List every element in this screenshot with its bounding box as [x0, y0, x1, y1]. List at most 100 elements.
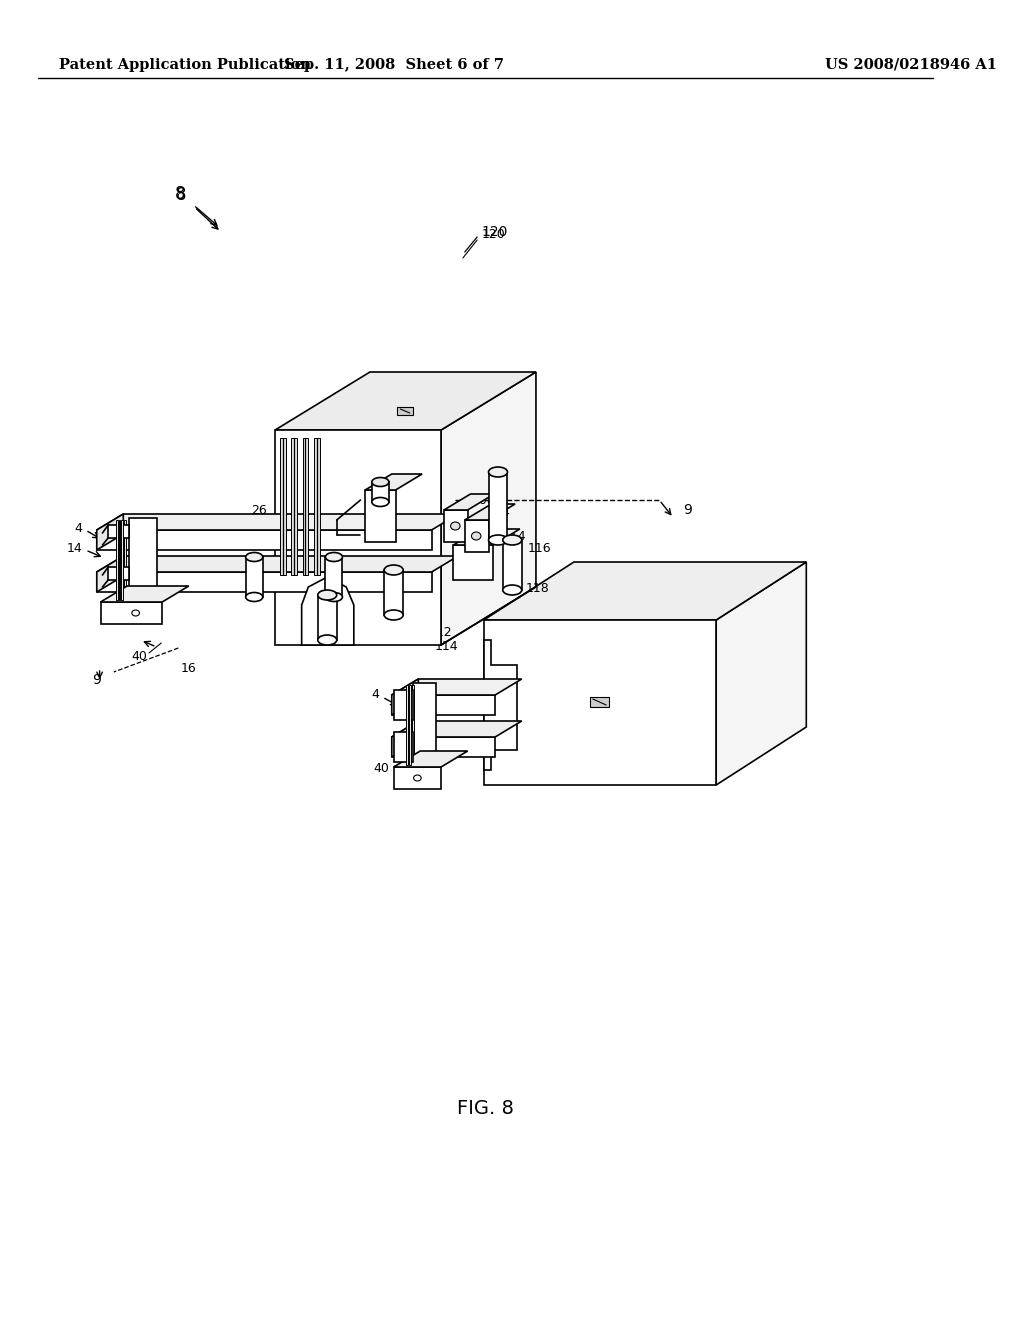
Polygon shape	[96, 513, 458, 531]
Text: 120: 120	[482, 227, 506, 240]
Text: 4: 4	[75, 521, 83, 535]
Polygon shape	[303, 438, 308, 576]
Text: 108: 108	[471, 495, 496, 507]
Text: 114: 114	[503, 531, 526, 544]
Text: 102: 102	[406, 466, 430, 479]
Polygon shape	[465, 504, 515, 520]
Ellipse shape	[471, 532, 481, 540]
Text: 40: 40	[373, 762, 389, 775]
Polygon shape	[716, 562, 806, 785]
Polygon shape	[413, 682, 436, 767]
Text: 118: 118	[525, 582, 549, 594]
Polygon shape	[119, 520, 121, 601]
Polygon shape	[291, 438, 297, 576]
Polygon shape	[124, 520, 126, 601]
Ellipse shape	[317, 635, 337, 645]
Polygon shape	[246, 557, 263, 597]
Polygon shape	[393, 767, 441, 789]
Polygon shape	[406, 685, 408, 766]
Polygon shape	[129, 517, 158, 602]
Text: 114: 114	[434, 640, 458, 653]
Text: 8: 8	[174, 185, 185, 203]
Polygon shape	[454, 545, 494, 579]
Polygon shape	[100, 586, 188, 602]
Polygon shape	[590, 697, 609, 708]
Ellipse shape	[372, 478, 389, 487]
Ellipse shape	[326, 553, 342, 561]
Text: 110: 110	[373, 462, 396, 475]
Polygon shape	[483, 640, 517, 770]
Ellipse shape	[488, 467, 508, 477]
Text: 100: 100	[380, 470, 403, 483]
Ellipse shape	[488, 535, 508, 545]
Text: 116: 116	[527, 541, 551, 554]
Text: 120: 120	[482, 224, 508, 239]
Text: 112: 112	[429, 626, 453, 639]
Polygon shape	[384, 570, 403, 615]
Ellipse shape	[503, 585, 521, 595]
Text: 26: 26	[321, 615, 336, 628]
Text: 26: 26	[251, 503, 267, 516]
Ellipse shape	[317, 590, 337, 601]
Polygon shape	[366, 474, 422, 490]
Polygon shape	[415, 685, 417, 766]
Polygon shape	[393, 690, 413, 719]
Ellipse shape	[384, 565, 403, 576]
Polygon shape	[96, 531, 431, 550]
Polygon shape	[392, 721, 521, 737]
Ellipse shape	[132, 610, 139, 616]
Polygon shape	[116, 520, 118, 601]
Polygon shape	[96, 572, 431, 591]
Ellipse shape	[503, 535, 521, 545]
Polygon shape	[280, 438, 286, 576]
Polygon shape	[392, 678, 419, 715]
Polygon shape	[326, 557, 342, 597]
Polygon shape	[109, 568, 129, 579]
Polygon shape	[96, 556, 123, 591]
Ellipse shape	[372, 498, 389, 507]
Polygon shape	[483, 562, 806, 620]
Polygon shape	[393, 751, 468, 767]
Polygon shape	[314, 438, 319, 576]
Text: 8: 8	[176, 186, 186, 205]
Ellipse shape	[326, 593, 342, 602]
Polygon shape	[372, 482, 389, 502]
Polygon shape	[317, 595, 337, 640]
Polygon shape	[96, 556, 458, 572]
Text: US 2008/0218946 A1: US 2008/0218946 A1	[825, 58, 997, 73]
Polygon shape	[275, 372, 536, 430]
Polygon shape	[392, 678, 521, 696]
Polygon shape	[441, 372, 536, 645]
Text: 14: 14	[67, 541, 83, 554]
Polygon shape	[392, 696, 496, 715]
Polygon shape	[275, 430, 441, 645]
Text: 110: 110	[321, 467, 344, 480]
Ellipse shape	[246, 593, 263, 602]
Text: 104: 104	[486, 507, 510, 520]
Polygon shape	[409, 685, 411, 766]
Polygon shape	[302, 577, 354, 645]
Polygon shape	[100, 602, 162, 624]
Polygon shape	[488, 473, 508, 540]
Polygon shape	[444, 510, 468, 543]
Polygon shape	[483, 620, 716, 785]
Ellipse shape	[414, 775, 421, 781]
Text: FIG. 8: FIG. 8	[458, 1098, 514, 1118]
Text: 16: 16	[180, 661, 196, 675]
Text: 9: 9	[92, 673, 101, 686]
Polygon shape	[454, 529, 520, 545]
Polygon shape	[465, 520, 488, 552]
Text: 120: 120	[621, 626, 644, 639]
Polygon shape	[503, 540, 521, 590]
Text: 112: 112	[485, 519, 509, 532]
Text: 40: 40	[131, 649, 147, 663]
Text: Patent Application Publication: Patent Application Publication	[58, 58, 311, 73]
Polygon shape	[122, 520, 123, 601]
Polygon shape	[109, 525, 129, 539]
Polygon shape	[96, 513, 123, 550]
Ellipse shape	[384, 610, 403, 620]
Ellipse shape	[451, 521, 460, 531]
Polygon shape	[397, 407, 413, 414]
Polygon shape	[444, 494, 495, 510]
Polygon shape	[393, 733, 413, 762]
